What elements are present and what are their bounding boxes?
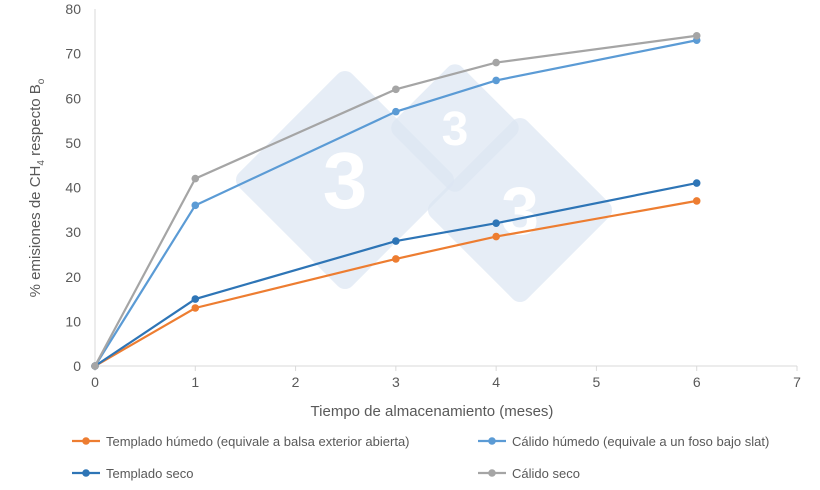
data-point [392, 237, 400, 245]
y-tick-label: 30 [65, 224, 81, 240]
data-point [91, 362, 99, 370]
legend-swatch-marker [82, 469, 90, 477]
x-tick-label: 2 [292, 374, 300, 390]
legend-item: Templado seco [72, 466, 193, 481]
y-tick-label: 70 [65, 46, 81, 62]
data-point [392, 85, 400, 94]
legend-label: Templado seco [106, 466, 193, 481]
legend: Templado húmedo (equivale a balsa exteri… [72, 434, 769, 481]
y-axis-label: % emisiones de CH4 respecto Bo [27, 78, 47, 297]
x-tick-label: 1 [191, 374, 199, 390]
legend-label: Cálido seco [512, 466, 580, 481]
y-tick-label: 10 [65, 313, 81, 329]
data-point [392, 255, 400, 263]
y-tick-label: 50 [65, 135, 81, 151]
x-tick-label: 4 [492, 374, 500, 390]
series-lines [91, 31, 701, 370]
data-point [692, 179, 701, 187]
watermark-digit: 3 [442, 103, 469, 156]
x-tick-label: 7 [793, 374, 801, 390]
legend-item: Templado húmedo (equivale a balsa exteri… [72, 434, 410, 449]
x-axis-label: Tiempo de almacenamiento (meses) [311, 403, 554, 420]
legend-item: Cálido seco [478, 466, 580, 481]
data-point [692, 197, 701, 205]
legend-item: Cálido húmedo (equivale a un foso bajo s… [478, 434, 769, 449]
x-tick-label: 3 [392, 374, 400, 390]
watermark-digit: 3 [323, 136, 368, 225]
legend-swatch-marker [488, 469, 496, 477]
y-tick-label: 60 [65, 90, 81, 106]
x-tick-label: 5 [593, 374, 601, 390]
data-point [492, 219, 500, 227]
legend-swatch-marker [488, 437, 496, 445]
watermark-digit: 3 [501, 173, 539, 249]
data-point [191, 295, 200, 303]
legend-swatch-marker [82, 437, 90, 445]
y-tick-label: 40 [65, 180, 81, 196]
data-point [191, 174, 200, 183]
watermark-diamond [427, 117, 613, 303]
data-point [191, 201, 200, 210]
y-tick-label: 20 [65, 269, 81, 285]
y-tick-label: 80 [65, 1, 81, 17]
watermark-logo: 333 [236, 64, 613, 303]
legend-label: Templado húmedo (equivale a balsa exteri… [106, 434, 410, 449]
x-tick-label: 6 [693, 374, 701, 390]
data-point [492, 76, 500, 85]
data-point [492, 58, 500, 67]
axes: 0 10 20 30 40 50 60 70 80 0 1 2 3 4 5 6 7 [65, 1, 801, 390]
data-point [191, 304, 200, 312]
y-tick-label: 0 [73, 358, 81, 374]
data-point [492, 232, 500, 241]
data-point [692, 31, 701, 40]
data-point [392, 107, 400, 116]
x-tick-label: 0 [91, 374, 99, 390]
legend-label: Cálido húmedo (equivale a un foso bajo s… [512, 434, 769, 449]
